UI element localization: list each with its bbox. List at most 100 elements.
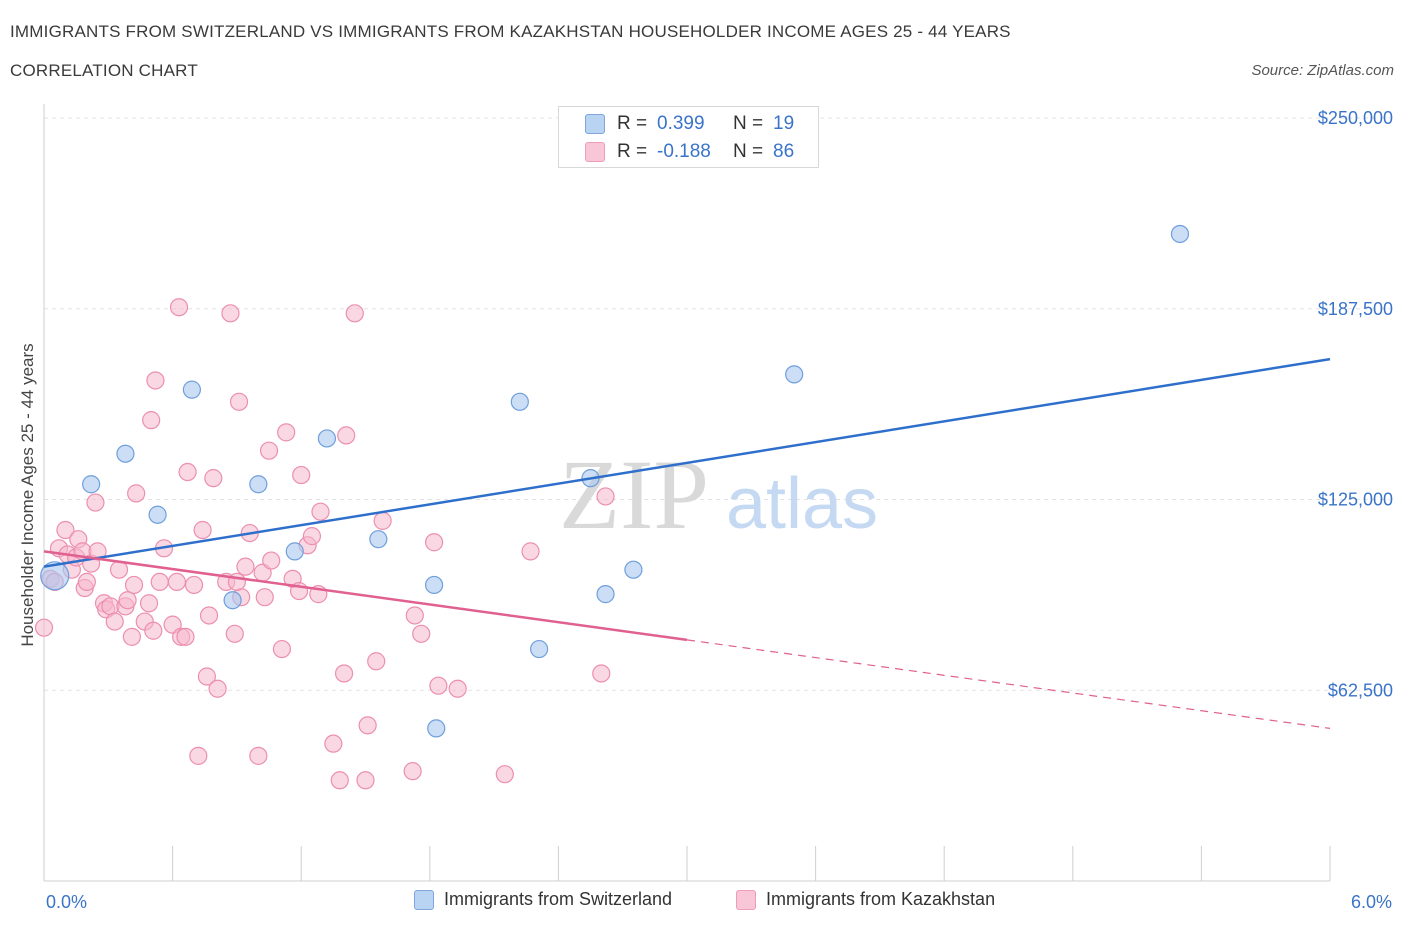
switzerland-points <box>40 224 1190 738</box>
n-label: N = <box>733 113 764 134</box>
switzerland-point <box>182 380 201 399</box>
y-tick-label: $125,000 <box>1318 490 1393 510</box>
kazakhstan-point <box>367 652 386 671</box>
kazakhstan-point <box>249 746 268 765</box>
kazakhstan-point <box>521 542 540 561</box>
kazakhstan-trend-extension <box>686 639 1331 729</box>
kazakhstan-point <box>236 557 255 576</box>
kazakhstan-point <box>448 679 467 698</box>
switzerland-legend-swatch <box>414 889 434 910</box>
r-label: R = <box>617 141 648 162</box>
trend-lines <box>43 357 1331 729</box>
kazakhstan-point <box>345 304 364 323</box>
kazakhstan-point <box>262 551 281 570</box>
legend-item-switzerland: Immigrants from Switzerland <box>414 889 672 910</box>
kazakhstan-point <box>272 639 292 659</box>
switzerland-point <box>40 561 70 591</box>
chart-subtitle: CORRELATION CHART <box>10 61 198 80</box>
kazakhstan-point <box>302 527 322 546</box>
kazakhstan-point <box>199 606 219 625</box>
kazakhstan-point <box>373 511 392 530</box>
kazakhstan-point <box>208 679 227 698</box>
y-axis-label: Householder Income Ages 25 - 44 years <box>18 343 37 647</box>
switzerland-point <box>223 591 242 610</box>
kazakhstan-point <box>356 771 375 790</box>
r-value-switzerland: 0.399 <box>657 113 705 134</box>
kazakhstan-point <box>330 771 349 790</box>
kazakhstan-point <box>77 572 96 592</box>
kazakhstan-point <box>334 664 354 683</box>
kazakhstan-point <box>255 588 274 607</box>
legend-row-switzerland: R = 0.399 N = 19 <box>585 112 794 136</box>
kazakhstan-point <box>412 624 431 643</box>
kazakhstan-point <box>193 520 212 540</box>
kazakhstan-points <box>34 298 615 790</box>
kazakhstan-point <box>142 411 161 430</box>
kazakhstan-point <box>176 627 195 646</box>
switzerland-swatch <box>585 114 605 134</box>
kazakhstan-point <box>127 484 146 503</box>
kazakhstan-point <box>259 441 279 460</box>
kazakhstan-point <box>221 304 240 323</box>
kazakhstan-point <box>197 667 216 686</box>
kazakhstan-point <box>118 591 137 610</box>
legend-row-kazakhstan: R = -0.188 N = 86 <box>585 140 794 164</box>
switzerland-point <box>424 575 444 595</box>
kazakhstan-point <box>86 493 105 512</box>
switzerland-point <box>427 719 446 738</box>
kazakhstan-point <box>150 572 169 592</box>
kazakhstan-point <box>229 392 249 411</box>
kazakhstan-point <box>292 465 311 485</box>
kazakhstan-point <box>337 426 356 445</box>
switzerland-point <box>317 429 337 448</box>
watermark-zip: ZIP <box>559 439 709 550</box>
kazakhstan-point <box>184 575 204 595</box>
y-tick-label: $250,000 <box>1318 108 1393 128</box>
kazakhstan-point <box>405 606 424 625</box>
watermark: ZIP atlas <box>559 439 878 550</box>
kazakhstan-point <box>225 624 244 643</box>
switzerland-trend-line <box>43 357 1331 568</box>
kazakhstan-point <box>429 676 448 695</box>
kazakhstan-point <box>139 594 159 613</box>
switzerland-point <box>116 444 135 463</box>
kazakhstan-point <box>277 423 296 442</box>
kazakhstan-point <box>495 765 514 784</box>
kazakhstan-point <box>311 502 330 521</box>
kazakhstan-legend-swatch <box>736 889 756 910</box>
source-label: Source: ZipAtlas.com <box>1251 62 1394 79</box>
kazakhstan-trend-line <box>43 550 688 642</box>
switzerland-point <box>624 560 643 579</box>
correlation-legend: R = 0.399 N = 19 R = -0.188 N = 86 <box>558 106 819 168</box>
kazakhstan-point <box>424 533 444 552</box>
r-value-kazakhstan: -0.188 <box>657 141 711 162</box>
switzerland-point <box>148 505 167 524</box>
kazakhstan-point <box>596 487 615 506</box>
switzerland-legend-label: Immigrants from Switzerland <box>444 889 673 909</box>
kazakhstan-point <box>592 664 611 683</box>
y-tick-label: $62,500 <box>1328 680 1393 700</box>
kazakhstan-point <box>169 298 189 317</box>
kazakhstan-point <box>167 572 186 592</box>
y-tick-label: $187,500 <box>1318 299 1393 319</box>
switzerland-point <box>369 530 388 549</box>
switzerland-point <box>249 475 268 494</box>
switzerland-point <box>285 542 304 561</box>
n-value-switzerland: 19 <box>773 113 795 134</box>
kazakhstan-point <box>122 627 141 646</box>
switzerland-point <box>82 475 101 494</box>
switzerland-point <box>510 392 529 411</box>
kazakhstan-point <box>324 734 343 753</box>
x-tick-label: 6.0% <box>1351 892 1392 912</box>
x-tick-label: 0.0% <box>46 892 87 912</box>
legend-item-kazakhstan: Immigrants from Kazakhstan <box>736 889 995 910</box>
chart-title: IMMIGRANTS FROM SWITZERLAND VS IMMIGRANT… <box>10 22 1011 41</box>
kazakhstan-point <box>178 462 197 482</box>
kazakhstan-point <box>146 371 165 390</box>
r-label: R = <box>617 113 648 134</box>
kazakhstan-point <box>204 469 223 488</box>
kazakhstan-point <box>34 618 54 637</box>
n-label: N = <box>733 141 764 162</box>
kazakhstan-point <box>56 520 75 540</box>
